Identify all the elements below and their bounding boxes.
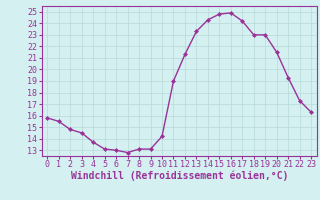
- X-axis label: Windchill (Refroidissement éolien,°C): Windchill (Refroidissement éolien,°C): [70, 171, 288, 181]
